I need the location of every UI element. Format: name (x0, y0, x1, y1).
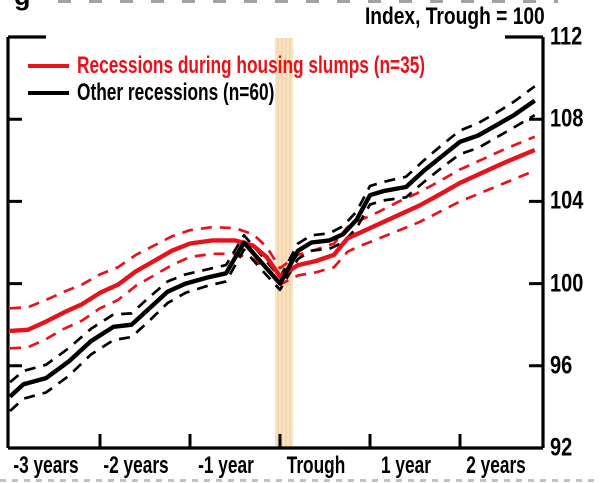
legend-line-sample-icon (28, 63, 69, 68)
y-tick-label: 108 (550, 104, 584, 133)
legend-label: Other recessions (n=60) (77, 78, 275, 106)
cropped-bottom-edge (0, 479, 600, 482)
legend-item: Recessions during housing slumps (n=35) (28, 52, 560, 79)
y-tick-label: 100 (550, 269, 584, 298)
y-tick-label: 104 (550, 186, 584, 215)
cropped-text-fragment: g (12, 0, 50, 11)
cropped-text-row (58, 0, 558, 3)
x-tick-label: 2 years (466, 452, 526, 479)
legend-line-sample-icon (28, 90, 69, 95)
series-line-other-recessions-mean (8, 98, 536, 399)
series-line-other-recessions-upper-band (9, 85, 536, 384)
y-tick-label: 92 (550, 433, 573, 462)
plot-frame (6, 35, 545, 450)
x-tick-label: -3 years (13, 452, 79, 479)
x-tick-label: -2 years (103, 452, 169, 479)
series-line-housing-slump-mean (9, 147, 536, 334)
series-line-housing-slump-upper-band (9, 135, 536, 310)
x-tick-label: Trough (286, 452, 346, 479)
series-line-housing-slump-lower-band (9, 169, 536, 350)
y-tick-label: 96 (550, 351, 573, 380)
legend-label: Recessions during housing slumps (n=35) (77, 51, 426, 79)
series-line-other-recessions-lower-band (9, 113, 536, 412)
x-tick-label: -1 year (198, 452, 254, 479)
y-tick-label: 112 (550, 22, 583, 51)
x-tick-label: 1 year (381, 452, 431, 479)
legend: Recessions during housing slumps (n=35) O… (28, 52, 560, 106)
legend-item: Other recessions (n=60) (28, 79, 560, 106)
trough-band (275, 38, 293, 448)
axis-units-title: Index, Trough = 100 (365, 3, 545, 30)
axis-ticks (8, 117, 543, 448)
